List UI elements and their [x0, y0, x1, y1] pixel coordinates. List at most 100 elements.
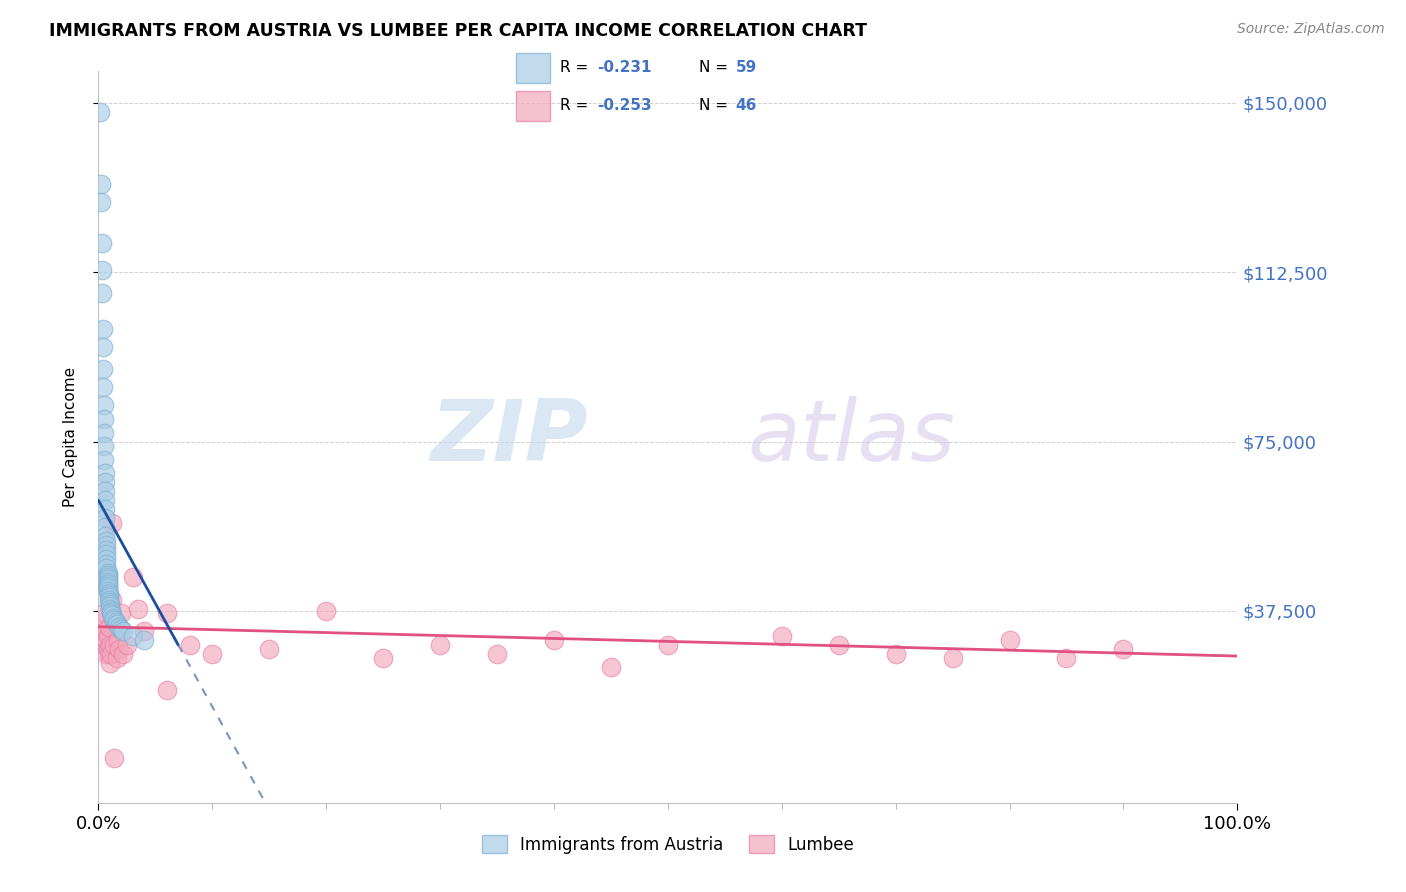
Lumbee — [96, 633, 118, 648]
Y-axis label: Per Capita Income: Per Capita Income — [63, 367, 77, 508]
Immigrants from Austria — [98, 599, 121, 614]
Immigrants from Austria — [103, 613, 125, 627]
Lumbee — [96, 647, 118, 661]
Lumbee — [543, 633, 565, 648]
Lumbee — [96, 629, 118, 643]
Immigrants from Austria — [96, 582, 118, 596]
Lumbee — [97, 620, 120, 634]
Immigrants from Austria — [91, 362, 114, 376]
Immigrants from Austria — [94, 493, 117, 508]
Lumbee — [104, 615, 127, 630]
Lumbee — [657, 638, 679, 652]
Lumbee — [103, 638, 125, 652]
Immigrants from Austria — [90, 195, 112, 210]
Lumbee — [107, 633, 129, 648]
FancyBboxPatch shape — [516, 91, 550, 120]
Lumbee — [201, 647, 224, 661]
Immigrants from Austria — [96, 583, 118, 598]
Lumbee — [770, 629, 793, 643]
Immigrants from Austria — [96, 570, 118, 584]
Immigrants from Austria — [96, 567, 118, 582]
Immigrants from Austria — [91, 380, 114, 394]
Lumbee — [94, 624, 117, 639]
Lumbee — [108, 642, 131, 657]
Lumbee — [315, 604, 337, 618]
Immigrants from Austria — [91, 340, 114, 354]
Immigrants from Austria — [96, 577, 118, 591]
Immigrants from Austria — [90, 263, 112, 277]
Lumbee — [600, 660, 623, 674]
Immigrants from Austria — [93, 452, 115, 467]
Text: IMMIGRANTS FROM AUSTRIA VS LUMBEE PER CAPITA INCOME CORRELATION CHART: IMMIGRANTS FROM AUSTRIA VS LUMBEE PER CA… — [49, 22, 868, 40]
Lumbee — [100, 647, 122, 661]
Legend: Immigrants from Austria, Lumbee: Immigrants from Austria, Lumbee — [475, 829, 860, 860]
Immigrants from Austria — [97, 591, 120, 605]
Lumbee — [127, 601, 149, 615]
Lumbee — [98, 656, 121, 670]
Lumbee — [105, 651, 128, 665]
Immigrants from Austria — [94, 475, 117, 490]
Immigrants from Austria — [93, 439, 115, 453]
Immigrants from Austria — [94, 529, 117, 543]
Lumbee — [103, 610, 125, 624]
Immigrants from Austria — [94, 511, 117, 525]
Immigrants from Austria — [121, 629, 143, 643]
Lumbee — [110, 606, 132, 620]
Immigrants from Austria — [132, 633, 155, 648]
Immigrants from Austria — [93, 412, 115, 426]
Immigrants from Austria — [94, 502, 117, 516]
Immigrants from Austria — [103, 610, 125, 624]
Immigrants from Austria — [96, 579, 118, 593]
Immigrants from Austria — [96, 561, 118, 575]
Immigrants from Austria — [110, 622, 132, 636]
Immigrants from Austria — [100, 606, 122, 620]
Text: N =: N = — [699, 60, 733, 75]
Text: ZIP: ZIP — [430, 395, 588, 479]
Text: R =: R = — [560, 60, 593, 75]
Lumbee — [884, 647, 907, 661]
Lumbee — [429, 638, 451, 652]
Lumbee — [132, 624, 155, 639]
Lumbee — [371, 651, 394, 665]
Text: atlas: atlas — [748, 395, 956, 479]
Lumbee — [998, 633, 1021, 648]
Immigrants from Austria — [96, 538, 118, 552]
Immigrants from Austria — [96, 548, 118, 562]
Lumbee — [259, 642, 281, 657]
Immigrants from Austria — [93, 399, 115, 413]
Immigrants from Austria — [90, 285, 112, 300]
Lumbee — [1112, 642, 1135, 657]
Lumbee — [115, 638, 138, 652]
Immigrants from Austria — [97, 592, 120, 607]
Lumbee — [101, 516, 124, 530]
Immigrants from Austria — [98, 597, 121, 611]
Immigrants from Austria — [96, 557, 118, 571]
Immigrants from Austria — [94, 466, 117, 480]
Lumbee — [98, 638, 121, 652]
Immigrants from Austria — [94, 484, 117, 499]
Text: R =: R = — [560, 98, 593, 113]
Immigrants from Austria — [96, 574, 118, 589]
Text: 46: 46 — [735, 98, 756, 113]
Immigrants from Austria — [89, 105, 111, 120]
Lumbee — [156, 606, 179, 620]
Text: -0.231: -0.231 — [598, 60, 652, 75]
Text: -0.253: -0.253 — [598, 98, 652, 113]
Lumbee — [828, 638, 851, 652]
Lumbee — [94, 638, 117, 652]
Lumbee — [93, 606, 115, 620]
Text: 59: 59 — [735, 60, 756, 75]
Immigrants from Austria — [93, 425, 115, 440]
Immigrants from Austria — [104, 615, 127, 630]
Lumbee — [90, 615, 112, 630]
Lumbee — [486, 647, 509, 661]
Immigrants from Austria — [108, 620, 131, 634]
Lumbee — [96, 642, 118, 657]
Text: Source: ZipAtlas.com: Source: ZipAtlas.com — [1237, 22, 1385, 37]
Lumbee — [103, 750, 125, 764]
Lumbee — [942, 651, 965, 665]
Text: N =: N = — [699, 98, 733, 113]
Immigrants from Austria — [98, 601, 121, 615]
Immigrants from Austria — [91, 322, 114, 336]
Lumbee — [179, 638, 201, 652]
